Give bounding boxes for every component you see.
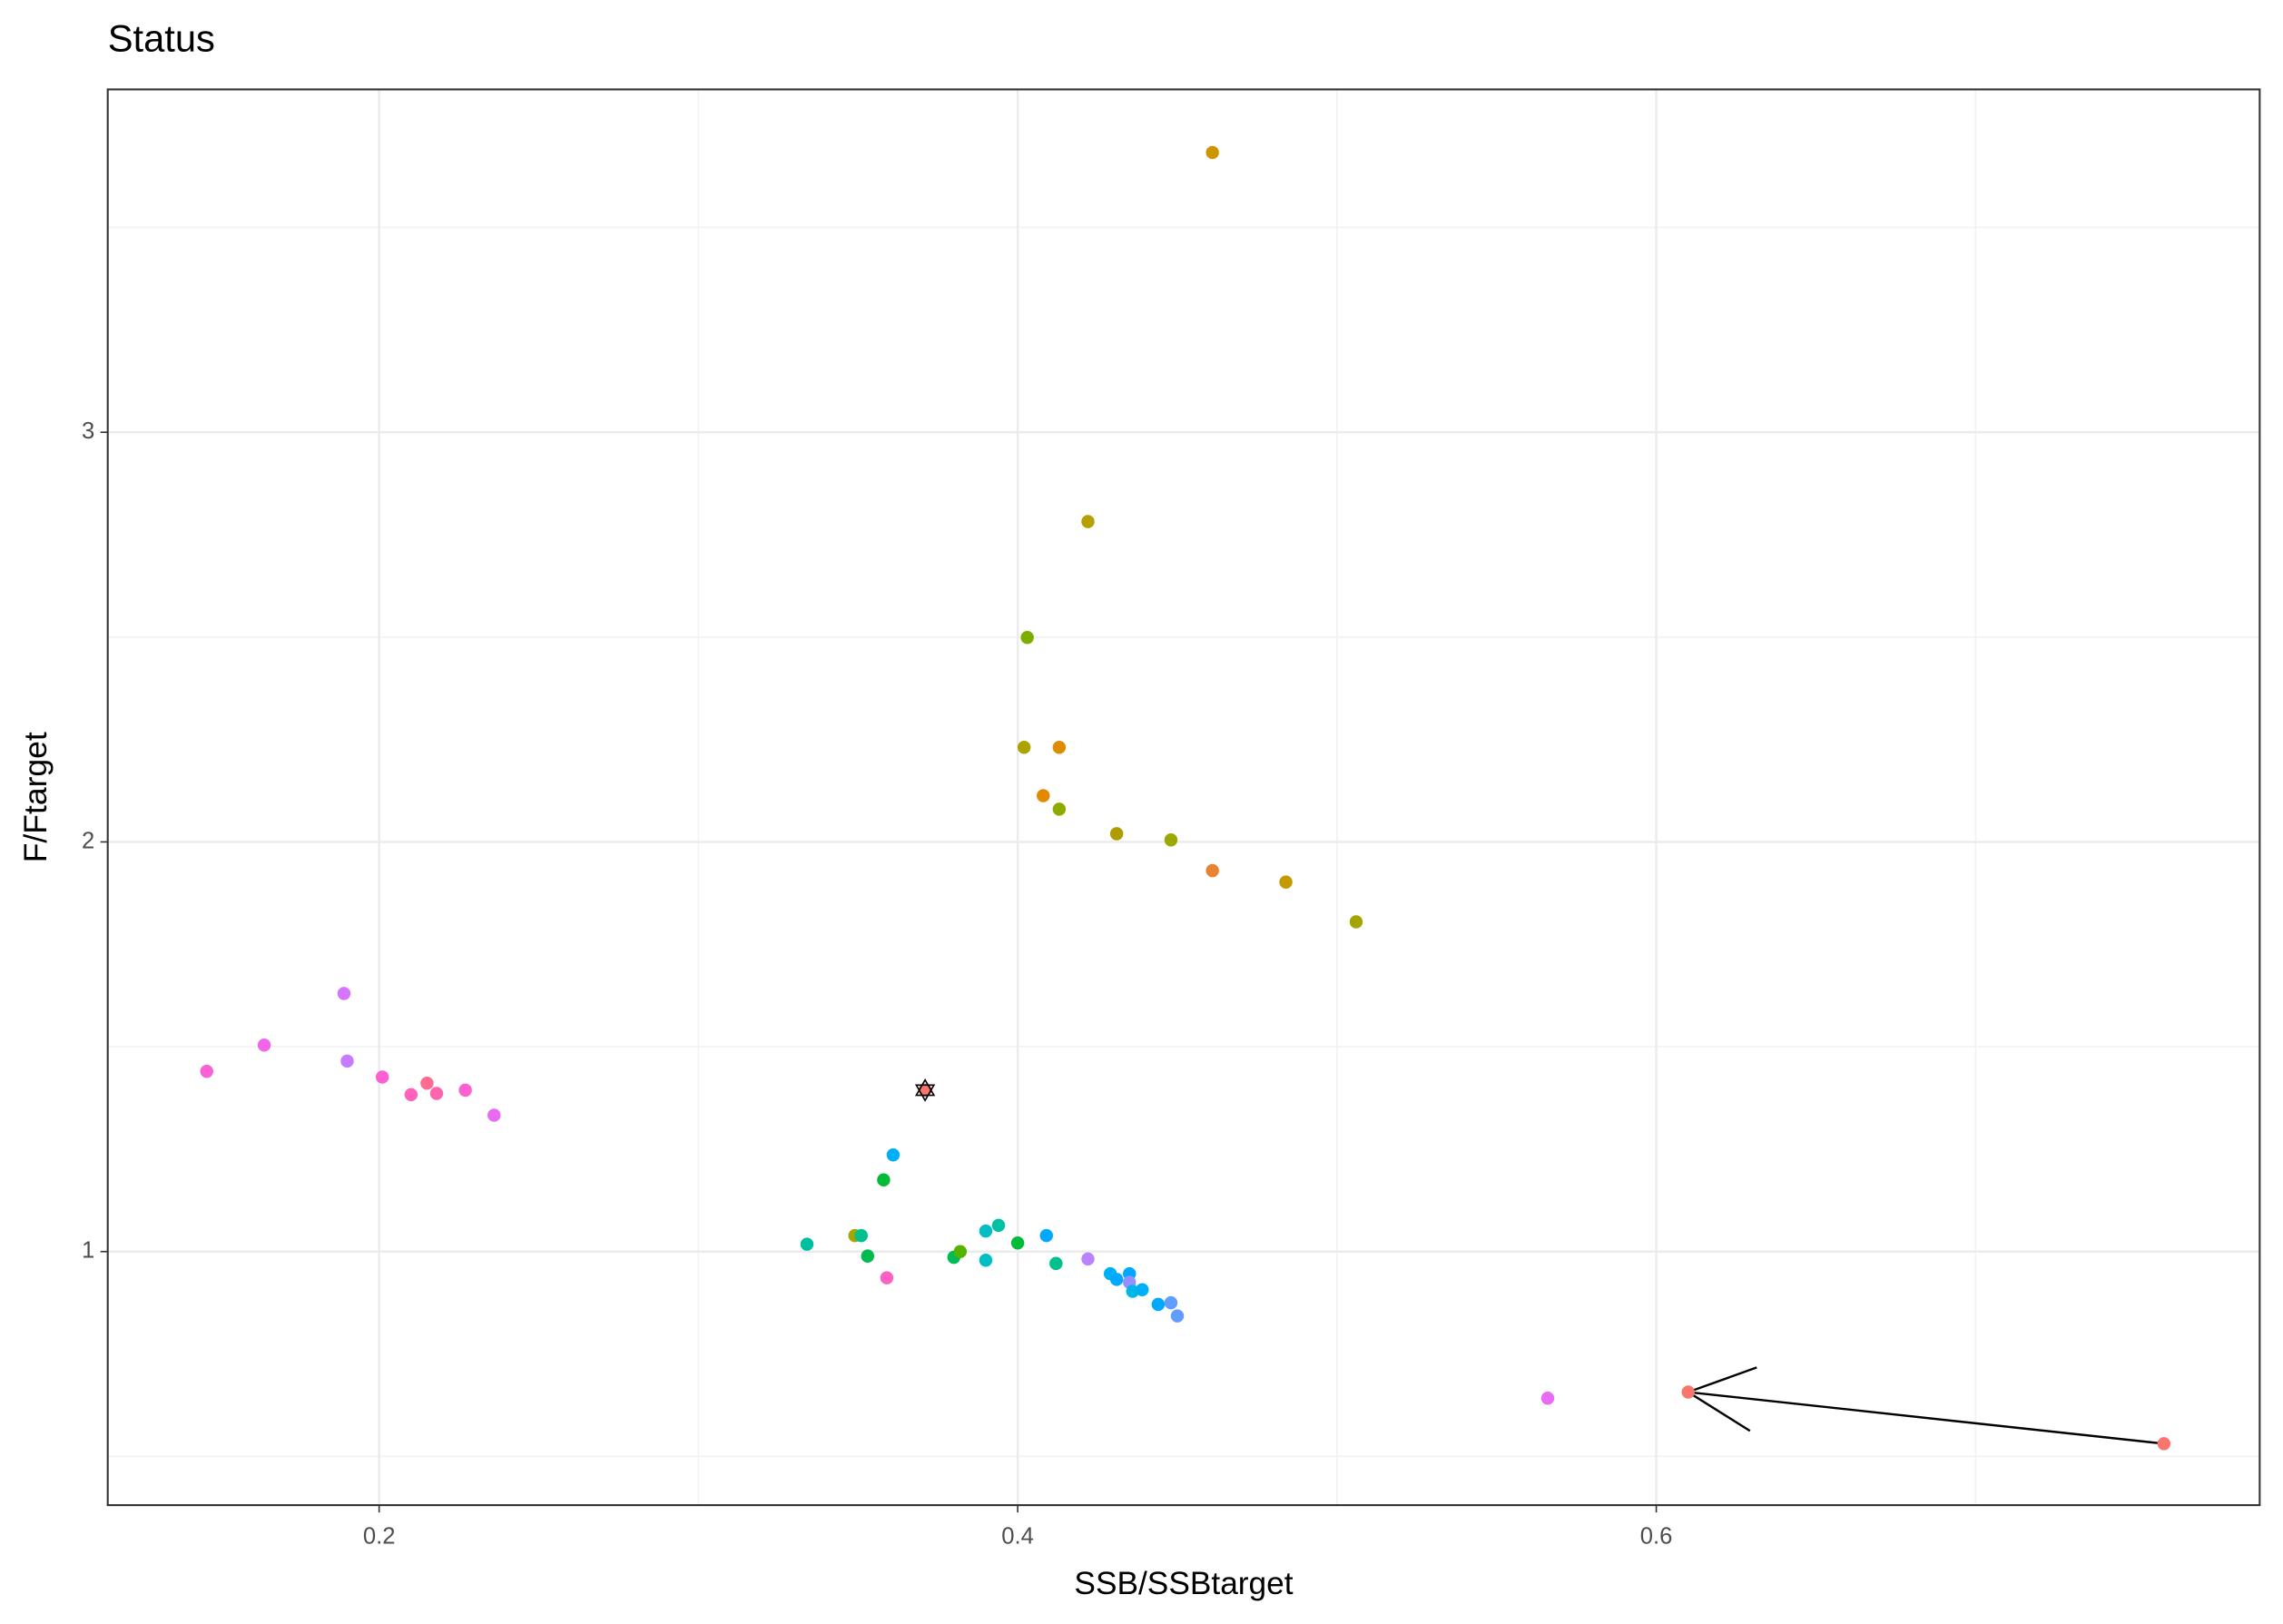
point xyxy=(953,1245,968,1258)
chart-title: Status xyxy=(108,16,215,59)
x-axis-label: SSB/SSBtarget xyxy=(1074,1565,1293,1601)
point xyxy=(1279,875,1293,889)
point xyxy=(1081,1252,1095,1266)
point xyxy=(979,1253,993,1267)
x-tick-label: 0.4 xyxy=(1001,1523,1034,1549)
point xyxy=(1052,802,1067,816)
y-tick-label: 3 xyxy=(82,418,94,444)
point xyxy=(1020,631,1034,645)
point xyxy=(1164,1295,1178,1310)
point-highlight xyxy=(914,1078,936,1102)
point xyxy=(880,1271,894,1284)
point xyxy=(420,1076,434,1090)
y-tick-label: 2 xyxy=(82,828,94,853)
point xyxy=(1349,915,1363,929)
point xyxy=(1170,1309,1185,1323)
point xyxy=(991,1218,1006,1233)
point xyxy=(1017,740,1031,754)
point xyxy=(979,1224,993,1238)
y-tick-label: 1 xyxy=(82,1237,94,1263)
point xyxy=(487,1108,501,1122)
point xyxy=(1136,1283,1149,1296)
point xyxy=(1151,1297,1166,1312)
point xyxy=(1681,1385,1695,1399)
point xyxy=(854,1228,868,1243)
point xyxy=(1010,1235,1025,1250)
point xyxy=(2157,1437,2171,1451)
point xyxy=(340,1054,354,1068)
point xyxy=(1049,1256,1063,1271)
point xyxy=(1081,515,1095,528)
point xyxy=(1164,832,1178,847)
panel xyxy=(107,89,2260,1506)
point xyxy=(1109,827,1124,841)
point xyxy=(1205,863,1219,878)
point xyxy=(800,1237,814,1251)
y-axis-label: F/Ftarget xyxy=(17,732,54,862)
point xyxy=(337,987,351,1000)
point xyxy=(1037,789,1050,802)
point xyxy=(1205,145,1219,160)
panel-border xyxy=(106,88,2261,1507)
point xyxy=(1109,1273,1124,1286)
point xyxy=(1039,1228,1053,1243)
point xyxy=(861,1249,875,1263)
point xyxy=(1540,1392,1555,1405)
point xyxy=(877,1173,891,1187)
x-tick-label: 0.2 xyxy=(363,1523,396,1549)
x-tick-label: 0.6 xyxy=(1640,1523,1673,1549)
point xyxy=(429,1087,444,1100)
point xyxy=(257,1038,271,1052)
point xyxy=(404,1088,418,1102)
point xyxy=(200,1064,213,1078)
point xyxy=(886,1147,900,1162)
point xyxy=(1052,740,1067,754)
point xyxy=(375,1070,389,1084)
point xyxy=(458,1083,472,1097)
